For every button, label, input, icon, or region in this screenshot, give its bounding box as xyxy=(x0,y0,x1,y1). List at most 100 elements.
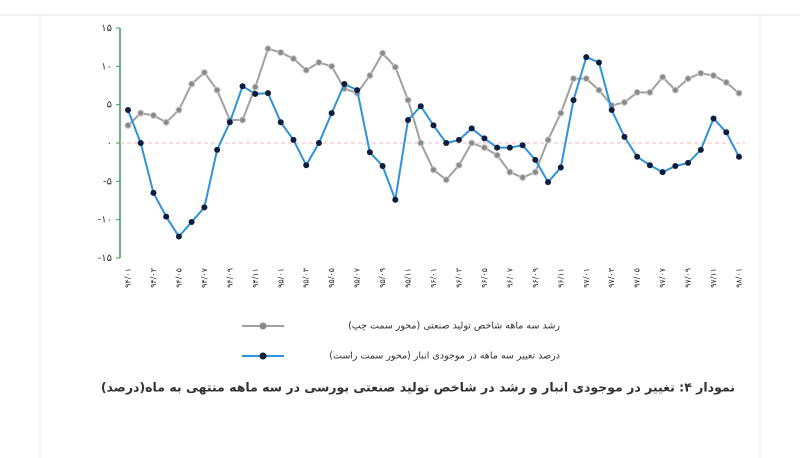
data-point xyxy=(137,109,145,117)
x-tick-label: ۹۶/۰۱ xyxy=(429,268,438,288)
data-point xyxy=(481,135,488,142)
data-point xyxy=(417,139,425,147)
x-tick-label: ۹۷/۰۹ xyxy=(684,268,693,288)
data-point xyxy=(620,98,628,106)
data-point xyxy=(736,153,742,160)
data-point xyxy=(443,140,450,146)
x-tick-label: ۹۶/۰۹ xyxy=(531,268,540,288)
y-tick-label: ۱۰ xyxy=(101,61,112,72)
x-tick-label: ۹۷/۰۳ xyxy=(607,267,616,288)
x-tick-label: ۹۶/۰۷ xyxy=(505,267,514,288)
data-point xyxy=(570,75,578,83)
x-tick-label: ۹۷/۰۱ xyxy=(582,268,591,288)
data-point xyxy=(315,140,322,146)
data-point xyxy=(354,87,361,94)
data-point xyxy=(175,106,183,114)
data-point xyxy=(710,115,717,122)
data-point xyxy=(455,161,463,169)
data-point xyxy=(379,163,386,169)
data-point xyxy=(519,174,527,181)
data-point xyxy=(404,96,412,104)
data-point xyxy=(608,107,615,114)
data-point xyxy=(735,89,743,97)
data-point xyxy=(494,144,501,151)
data-point xyxy=(303,162,310,169)
y-tick-label: -۱۰ xyxy=(98,215,112,226)
data-point xyxy=(468,139,476,147)
data-point xyxy=(366,72,374,80)
data-point xyxy=(289,55,297,63)
data-point xyxy=(506,144,513,151)
x-tick-label: ۹۵/۰۵ xyxy=(327,268,336,288)
data-point xyxy=(252,90,259,97)
y-tick-label: -۵ xyxy=(103,176,112,187)
data-point xyxy=(697,146,704,153)
data-point xyxy=(455,136,462,143)
data-point xyxy=(341,80,348,87)
data-point xyxy=(277,119,284,126)
data-point xyxy=(149,111,157,119)
data-point xyxy=(531,168,539,176)
data-point xyxy=(519,142,526,149)
x-tick-label: ۹۶/۰۵ xyxy=(480,268,489,288)
data-point xyxy=(646,88,654,96)
x-tick-label: ۹۵/۰۳ xyxy=(302,267,311,288)
data-point xyxy=(557,109,565,117)
data-point xyxy=(545,179,552,186)
data-point xyxy=(493,151,501,159)
data-point xyxy=(468,125,475,132)
data-point xyxy=(265,90,272,97)
x-tick-label: ۹۷/۱۱ xyxy=(709,268,718,288)
data-point xyxy=(697,69,705,77)
data-point xyxy=(239,83,246,90)
data-point xyxy=(442,176,450,184)
data-point xyxy=(213,86,221,94)
x-tick-label: ۹۵/۱۱ xyxy=(404,268,413,288)
x-tick-label: ۹۸/۰۱ xyxy=(735,268,744,288)
x-tick-label: ۹۵/۰۹ xyxy=(378,268,387,288)
x-tick-label: ۹۴/۰۹ xyxy=(225,268,234,288)
x-tick-label: ۹۶/۱۱ xyxy=(556,268,565,288)
data-point xyxy=(200,68,208,76)
data-point xyxy=(532,156,539,163)
data-point xyxy=(583,54,590,61)
data-point xyxy=(201,204,208,211)
legend-label: رشد سه ماهه شاخص تولید صنعتی (محور سمت چ… xyxy=(348,321,560,332)
x-tick-label: ۹۴/۰۳ xyxy=(149,267,158,288)
x-tick-label: ۹۵/۰۱ xyxy=(276,268,285,288)
data-point xyxy=(659,73,667,81)
data-point xyxy=(239,116,247,124)
data-point xyxy=(430,122,437,129)
x-tick-label: ۹۶/۰۳ xyxy=(454,267,463,288)
data-point xyxy=(557,164,564,171)
data-point xyxy=(328,62,336,70)
data-point xyxy=(621,133,628,140)
data-point xyxy=(671,86,679,94)
legend-label: درصد تغییر سه ماهه در موجودی انبار (محور… xyxy=(329,351,560,362)
data-point xyxy=(392,196,399,203)
x-tick-label: ۹۷/۰۵ xyxy=(633,268,642,288)
data-point xyxy=(582,75,590,83)
data-point xyxy=(379,49,387,57)
data-point xyxy=(214,146,221,153)
data-point xyxy=(150,189,157,196)
data-point xyxy=(634,153,641,160)
data-point xyxy=(480,144,488,152)
data-point xyxy=(264,45,272,53)
y-tick-label: -۱۵ xyxy=(98,253,112,264)
data-point xyxy=(137,140,144,146)
data-point xyxy=(506,168,514,176)
x-tick-label: ۹۴/۰۷ xyxy=(200,267,209,288)
x-tick-label: ۹۷/۰۷ xyxy=(658,267,667,288)
data-point xyxy=(544,136,552,144)
data-point xyxy=(175,233,182,240)
data-point xyxy=(633,88,641,96)
legend-marker xyxy=(259,352,267,360)
caption: نمودار ۴: تغییر در موجودی انبار و رشد در… xyxy=(101,380,735,395)
y-tick-label: ۰ xyxy=(107,138,112,149)
data-point xyxy=(405,117,412,123)
data-point xyxy=(302,66,310,74)
data-point xyxy=(366,149,373,156)
data-point xyxy=(723,129,730,136)
